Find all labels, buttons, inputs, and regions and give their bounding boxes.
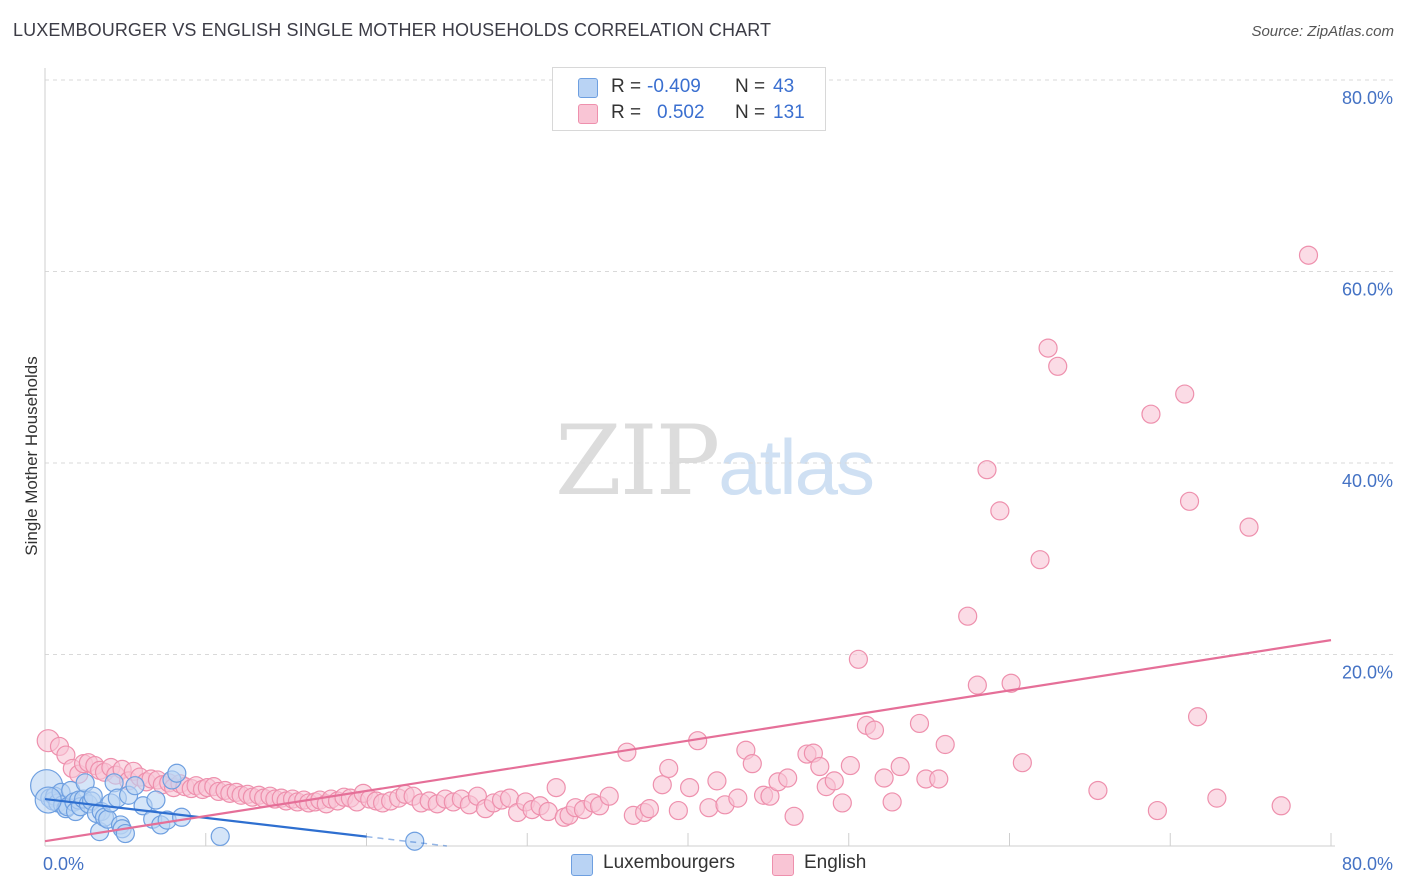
english-trendline [44,639,1332,843]
english-point [538,801,558,822]
english-point [848,649,868,669]
watermark-atlas: atlas [718,423,875,511]
legend-swatch-luxembourgers [578,78,598,98]
english-point [909,713,930,734]
english-point [958,606,978,626]
english-point [599,786,619,806]
correlation-legend: R = -0.409 N = 43 R = 0.502 N = 131 [552,67,826,131]
luxembourger-trendline-extension [366,835,447,847]
english-point [824,771,844,791]
legend-swatch-english [578,104,598,124]
english-point [967,675,987,695]
english-point [1001,673,1021,693]
english-point [1179,491,1200,511]
watermark-zip: ZIP [555,405,720,517]
english-point [760,786,780,806]
english-point [784,806,804,826]
english-point [707,771,727,791]
bottom-legend-swatch-english [772,854,794,876]
bottom-legend-label-luxembourgers: Luxembourgers [603,852,736,873]
luxembourger-trendline [44,797,367,838]
legend-n-label: N = [735,76,766,97]
english-point [1175,384,1195,404]
english-point [742,754,762,774]
legend-n-value-luxembourgers: 43 [773,76,795,97]
english-point [1088,780,1108,801]
luxembourger-point [210,826,230,847]
english-point [874,768,894,788]
english-point [728,788,748,808]
english-point [1048,356,1068,376]
legend-r-label: R = [611,102,642,123]
english-point [832,793,852,813]
english-point [1147,800,1167,821]
trend-layer [44,639,1332,847]
bottom-legend-swatch-luxembourgers [571,854,593,876]
english-point [1207,788,1227,808]
luxembourger-point [172,807,192,827]
watermark: ZIPatlas [555,405,875,517]
english-point [1187,707,1208,727]
luxembourger-point [125,776,145,796]
y-tick-label: 80.0% [1342,88,1393,108]
bottom-legend-label-english: English [804,852,867,873]
legend-row-luxembourgers: R = -0.409 N = 43 [553,76,825,100]
y-tick-label: 60.0% [1342,280,1393,300]
luxembourger-point [167,763,187,783]
english-point [840,755,860,776]
legend-r-value-english: 0.502 [657,102,705,123]
legend-n-label: N = [735,102,766,123]
points-layer [30,245,1319,851]
grid-layer [44,79,1393,846]
english-point [699,798,719,818]
tick-label-layer: 0.0% 80.0% 20.0% 40.0% 60.0% 80.0% [43,88,1393,874]
luxembourger-point [146,790,166,810]
english-point [546,777,566,798]
english-point [778,768,798,788]
source-label: Source: ZipAtlas.com [1251,23,1394,40]
english-point [659,758,679,779]
axis-layer [44,68,1335,847]
english-point [1298,245,1319,265]
english-point [935,734,955,755]
y-tick-label: 20.0% [1342,663,1393,683]
y-tick-label: 40.0% [1342,471,1393,491]
english-point [929,769,949,789]
english-point [1030,550,1050,570]
chart-title: LUXEMBOURGER VS ENGLISH SINGLE MOTHER HO… [13,20,772,40]
english-point [990,501,1010,521]
luxembourger-point [405,831,425,851]
english-point [680,777,700,798]
english-point [1038,338,1058,358]
english-point [890,756,910,777]
legend-n-value-english: 131 [773,102,805,123]
english-point [639,799,660,819]
english-point [810,756,830,777]
english-point [668,800,688,821]
english-point [977,460,997,480]
english-point [864,720,885,740]
english-point [1271,796,1291,816]
legend-r-label: R = [611,76,642,97]
legend-r-value-luxembourgers: -0.409 [647,76,701,97]
x-tick-label-min: 0.0% [43,854,84,874]
x-tick-label-max: 80.0% [1342,854,1393,874]
english-point [1012,753,1032,773]
english-point [1141,404,1161,424]
english-point [882,792,902,812]
english-point [652,775,672,795]
english-point [1239,517,1259,537]
legend-row-english: R = 0.502 N = 131 [553,102,825,126]
